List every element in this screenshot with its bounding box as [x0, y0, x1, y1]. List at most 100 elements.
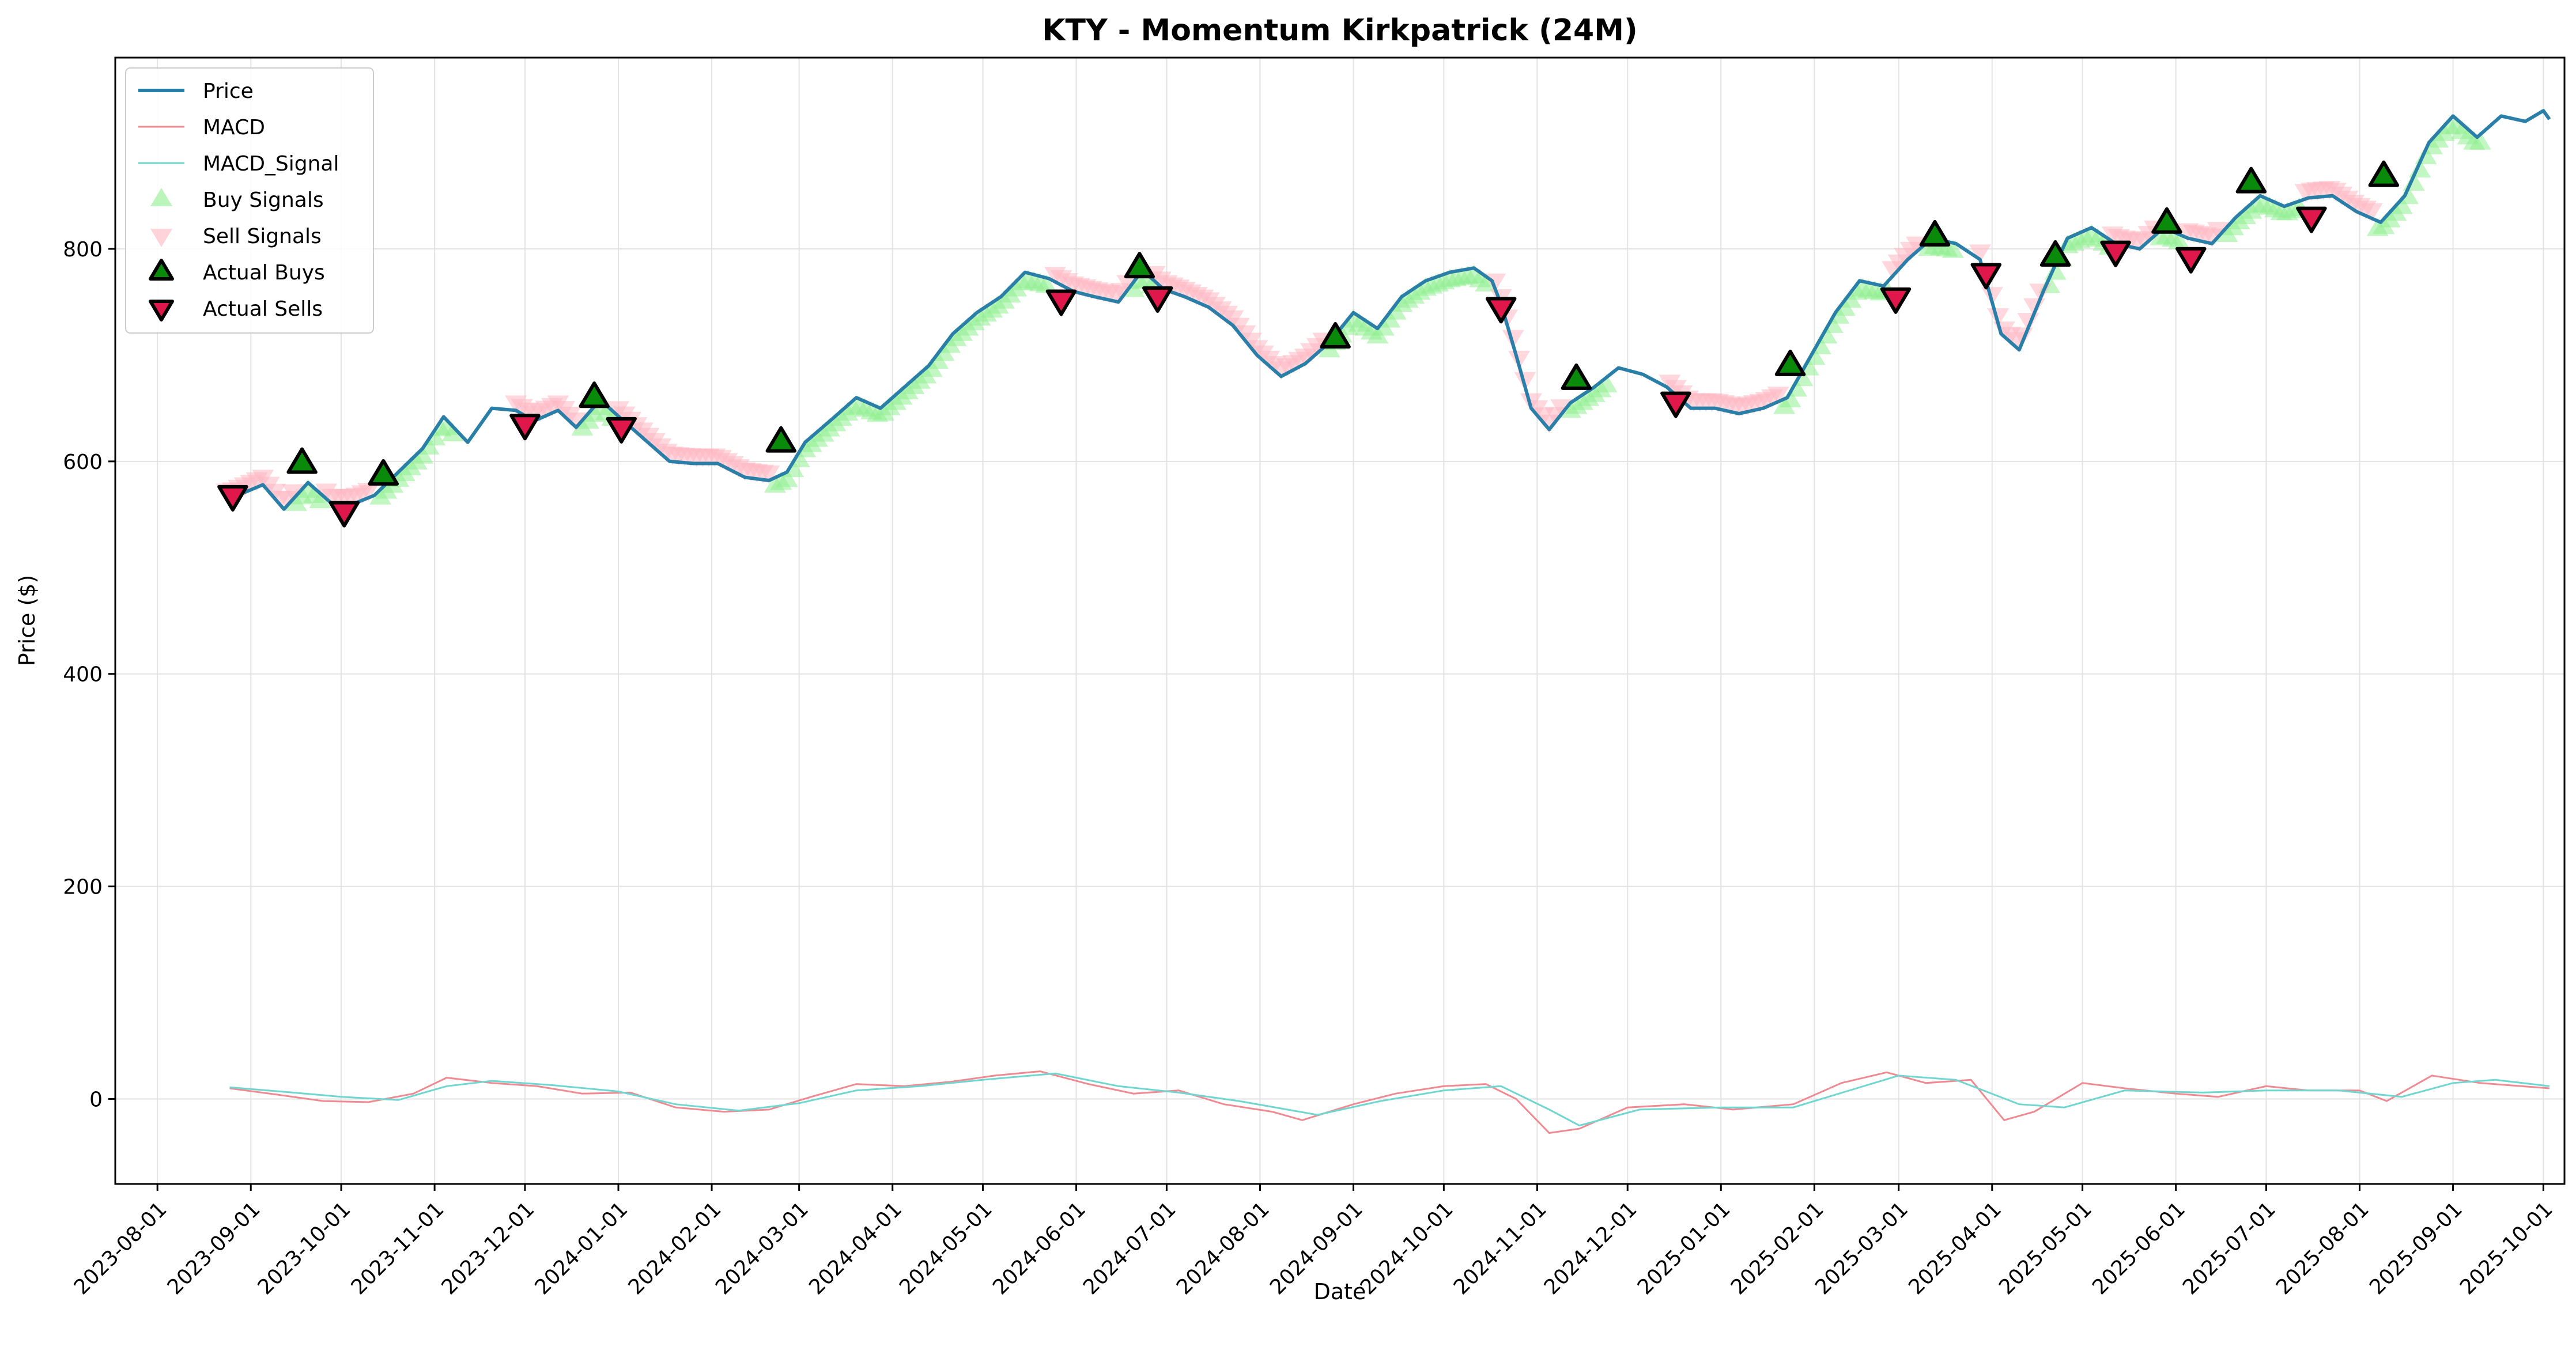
- x-tick-label: 2023-09-01: [163, 1197, 265, 1299]
- buy-signal-marker: [1942, 239, 1964, 258]
- x-tick-label: 2024-08-01: [1172, 1197, 1274, 1299]
- y-tick-label: 800: [63, 238, 103, 262]
- legend-actual-buys: Actual Buys: [149, 259, 325, 285]
- actual-buy-marker: [2235, 167, 2267, 194]
- y-tick-label: 600: [63, 451, 103, 474]
- buy-signal-marker: [441, 422, 464, 441]
- x-tick-label: 2025-09-01: [2365, 1197, 2467, 1299]
- buy-signal-marker: [1035, 274, 1057, 293]
- x-tick-label: 2024-04-01: [804, 1197, 906, 1299]
- legend-sell-signals-swatch: [150, 229, 172, 247]
- x-tick-label: 2024-07-01: [1079, 1197, 1181, 1299]
- x-tick-label: 2023-11-01: [347, 1197, 449, 1299]
- sell-signal-marker: [282, 484, 304, 503]
- actual-sell-marker: [1970, 263, 2002, 290]
- actual-sell-marker: [2100, 240, 2131, 267]
- actual-sell-marker: [606, 417, 637, 444]
- y-axis-label: Price ($): [14, 575, 40, 667]
- legend-macd-signal: MACD_Signal: [138, 152, 339, 176]
- sell-signal-marker: [758, 466, 780, 485]
- legend-actual-buys-label: Actual Buys: [203, 261, 325, 285]
- x-tick-label: 2023-08-01: [70, 1197, 172, 1299]
- buy-signal-marker: [2167, 230, 2190, 249]
- buy-signal-marker: [2390, 195, 2413, 214]
- price-layer: [229, 109, 2551, 511]
- sell-signal-marker: [2360, 203, 2383, 222]
- x-tick-label: 2025-01-01: [1633, 1197, 1735, 1299]
- actual-sell-marker: [328, 501, 360, 528]
- legend-sell-signals: Sell Signals: [150, 225, 322, 248]
- y-tick-label: 0: [89, 1088, 103, 1111]
- y-tick-label: 200: [63, 876, 103, 899]
- legend-items: Price MACD MACD_Signal Buy Signals Sell Sign…: [138, 80, 339, 321]
- actual-sell-marker: [1485, 297, 1517, 324]
- actual-buy-marker: [2039, 240, 2071, 267]
- plot-frame: [114, 56, 2566, 1185]
- buy-signal-marker: [1475, 273, 1497, 292]
- legend-buy-signals: Buy Signals: [150, 188, 324, 212]
- buy-signal-marker: [776, 468, 798, 487]
- actual-sell-marker: [217, 485, 248, 512]
- actual-buy-marker: [1561, 363, 1592, 390]
- actual-buy-marker: [2151, 207, 2182, 234]
- legend-buy-signals-label: Buy Signals: [203, 188, 324, 212]
- series-macd-signal: [229, 1072, 2550, 1127]
- legend-buy-signals-swatch: [150, 188, 172, 206]
- actual-sell-marker: [1142, 286, 1173, 313]
- legend-actual-sells: Actual Sells: [149, 297, 323, 321]
- actual-sell-marker: [2175, 247, 2207, 274]
- actual-buy-marker: [2368, 160, 2400, 187]
- x-tick-label: 2024-01-01: [531, 1197, 633, 1299]
- buy-signal-marker: [1595, 374, 1618, 393]
- sell-signal-marker: [1969, 244, 1991, 263]
- x-axis-label: Date: [1314, 1279, 1366, 1304]
- sell-signal-marker: [1550, 399, 1573, 418]
- legend-price: Price: [138, 80, 254, 103]
- x-tick-label: 2024-02-01: [624, 1197, 726, 1299]
- sell-signal-marker: [565, 412, 587, 431]
- macd-layer: [229, 1070, 2550, 1134]
- legend-actual-sells-swatch: [149, 300, 174, 321]
- legend-macd: MACD: [138, 116, 265, 139]
- actual-buy-marker: [1919, 220, 1951, 247]
- axis-layer: 0 200 400 600 800 2023-08-012023-09-012023-10…: [63, 238, 2558, 1299]
- series-price: [229, 109, 2551, 511]
- actual-buy-marker: [1124, 252, 1155, 279]
- x-tick-label: 2025-07-01: [2178, 1197, 2280, 1299]
- x-tick-label: 2024-10-01: [1356, 1197, 1458, 1299]
- buy-signal-marker: [309, 490, 331, 509]
- x-tick-label: 2024-05-01: [895, 1197, 997, 1299]
- actual-buy-marker: [368, 459, 399, 486]
- actual-sell-marker: [1045, 289, 1077, 316]
- legend: Price MACD MACD_Signal Buy Signals Sell Sign…: [125, 67, 374, 334]
- x-tick-label: 2025-05-01: [1995, 1197, 2097, 1299]
- sell-signal-marker: [1116, 275, 1139, 294]
- actual-sell-marker: [1660, 391, 1691, 418]
- actual-sell-marker: [2296, 206, 2327, 233]
- legend-sell-signals-label: Sell Signals: [203, 225, 322, 248]
- x-tick-label: 2024-06-01: [988, 1197, 1090, 1299]
- x-tick-label: 2024-12-01: [1540, 1197, 1642, 1299]
- y-tick-label: 400: [63, 663, 103, 687]
- legend-box: [125, 67, 374, 334]
- sell-signal-marker: [2207, 222, 2229, 241]
- actual-buy-marker: [286, 447, 318, 474]
- legend-actual-buys-swatch: [149, 259, 174, 281]
- x-tick-label: 2025-10-01: [2456, 1197, 2558, 1299]
- x-tick-label: 2025-08-01: [2272, 1197, 2374, 1299]
- actual-buy-marker: [579, 381, 610, 408]
- legend-macd-signal-label: MACD_Signal: [203, 152, 339, 176]
- x-tick-label: 2024-11-01: [1449, 1197, 1551, 1299]
- x-tick-label: 2023-10-01: [254, 1197, 356, 1299]
- legend-price-label: Price: [203, 80, 254, 103]
- actual-buy-marker: [1774, 349, 1806, 376]
- legend-macd-label: MACD: [203, 116, 265, 139]
- x-tick-label: 2024-03-01: [711, 1197, 813, 1299]
- actual-buy-marker: [1320, 321, 1351, 349]
- buy-signal-marker: [1779, 388, 1801, 407]
- x-tick-label: 2025-04-01: [1904, 1197, 2006, 1299]
- x-tick-label: 2023-12-01: [437, 1197, 539, 1299]
- actual-buy-marker: [765, 426, 797, 453]
